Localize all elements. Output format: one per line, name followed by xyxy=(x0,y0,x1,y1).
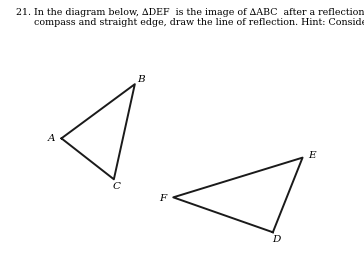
Text: compass and straight edge, draw the line of reflection. Hint: Consider problems: compass and straight edge, draw the line… xyxy=(16,18,364,27)
Text: F: F xyxy=(159,194,166,203)
Text: B: B xyxy=(137,75,145,84)
Text: D: D xyxy=(272,235,281,244)
Text: E: E xyxy=(309,151,316,160)
Text: C: C xyxy=(112,181,120,190)
Text: A: A xyxy=(48,134,55,143)
Text: 21. In the diagram below, ∆DEF  is the image of ∆ABC  after a reflection over a : 21. In the diagram below, ∆DEF is the im… xyxy=(16,8,364,17)
